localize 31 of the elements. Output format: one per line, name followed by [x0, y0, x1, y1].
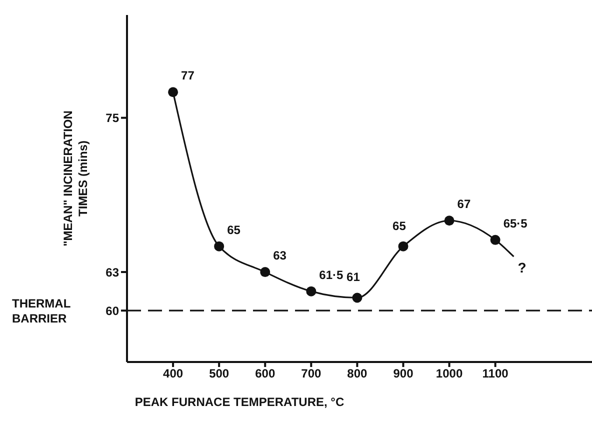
point — [352, 292, 362, 303]
x-axis-title: PEAK FURNACE TEMPERATURE, °C — [134, 395, 344, 409]
x-tick-label: 900 — [393, 366, 414, 381]
x-tick-label: 600 — [255, 366, 276, 381]
data-label: 67 — [457, 197, 471, 212]
y-axis-title: "MEAN" INCINERATION TIMES (mins) — [61, 110, 90, 246]
data-label: 65 — [392, 218, 406, 233]
y-tick-label: 75 — [106, 111, 120, 126]
annotation: ? — [518, 260, 526, 276]
point — [214, 241, 224, 252]
point — [260, 267, 270, 278]
point — [168, 87, 178, 98]
x-tick-label: 400 — [163, 366, 184, 381]
data-label: 63 — [273, 248, 287, 263]
x-tick-label: 1000 — [436, 366, 463, 381]
x-tick-label: 700 — [301, 366, 322, 381]
y-tick-label: 60 — [106, 304, 120, 318]
y-tick-label: 63 — [106, 265, 120, 280]
point — [444, 216, 454, 226]
data-label: 65 — [227, 222, 241, 237]
point — [306, 286, 316, 296]
data-label: 65·5 — [503, 216, 528, 230]
data-label: 61·5 — [319, 268, 344, 282]
ref-line-label: THERMAL BARRIER — [12, 296, 71, 326]
x-tick-label: 800 — [347, 366, 368, 381]
x-tick-label: 1100 — [482, 366, 509, 381]
point — [398, 241, 408, 252]
point — [490, 234, 500, 245]
data-label: 77 — [181, 68, 195, 83]
data-label: 61 — [346, 270, 360, 284]
x-tick-label: 500 — [209, 366, 230, 381]
